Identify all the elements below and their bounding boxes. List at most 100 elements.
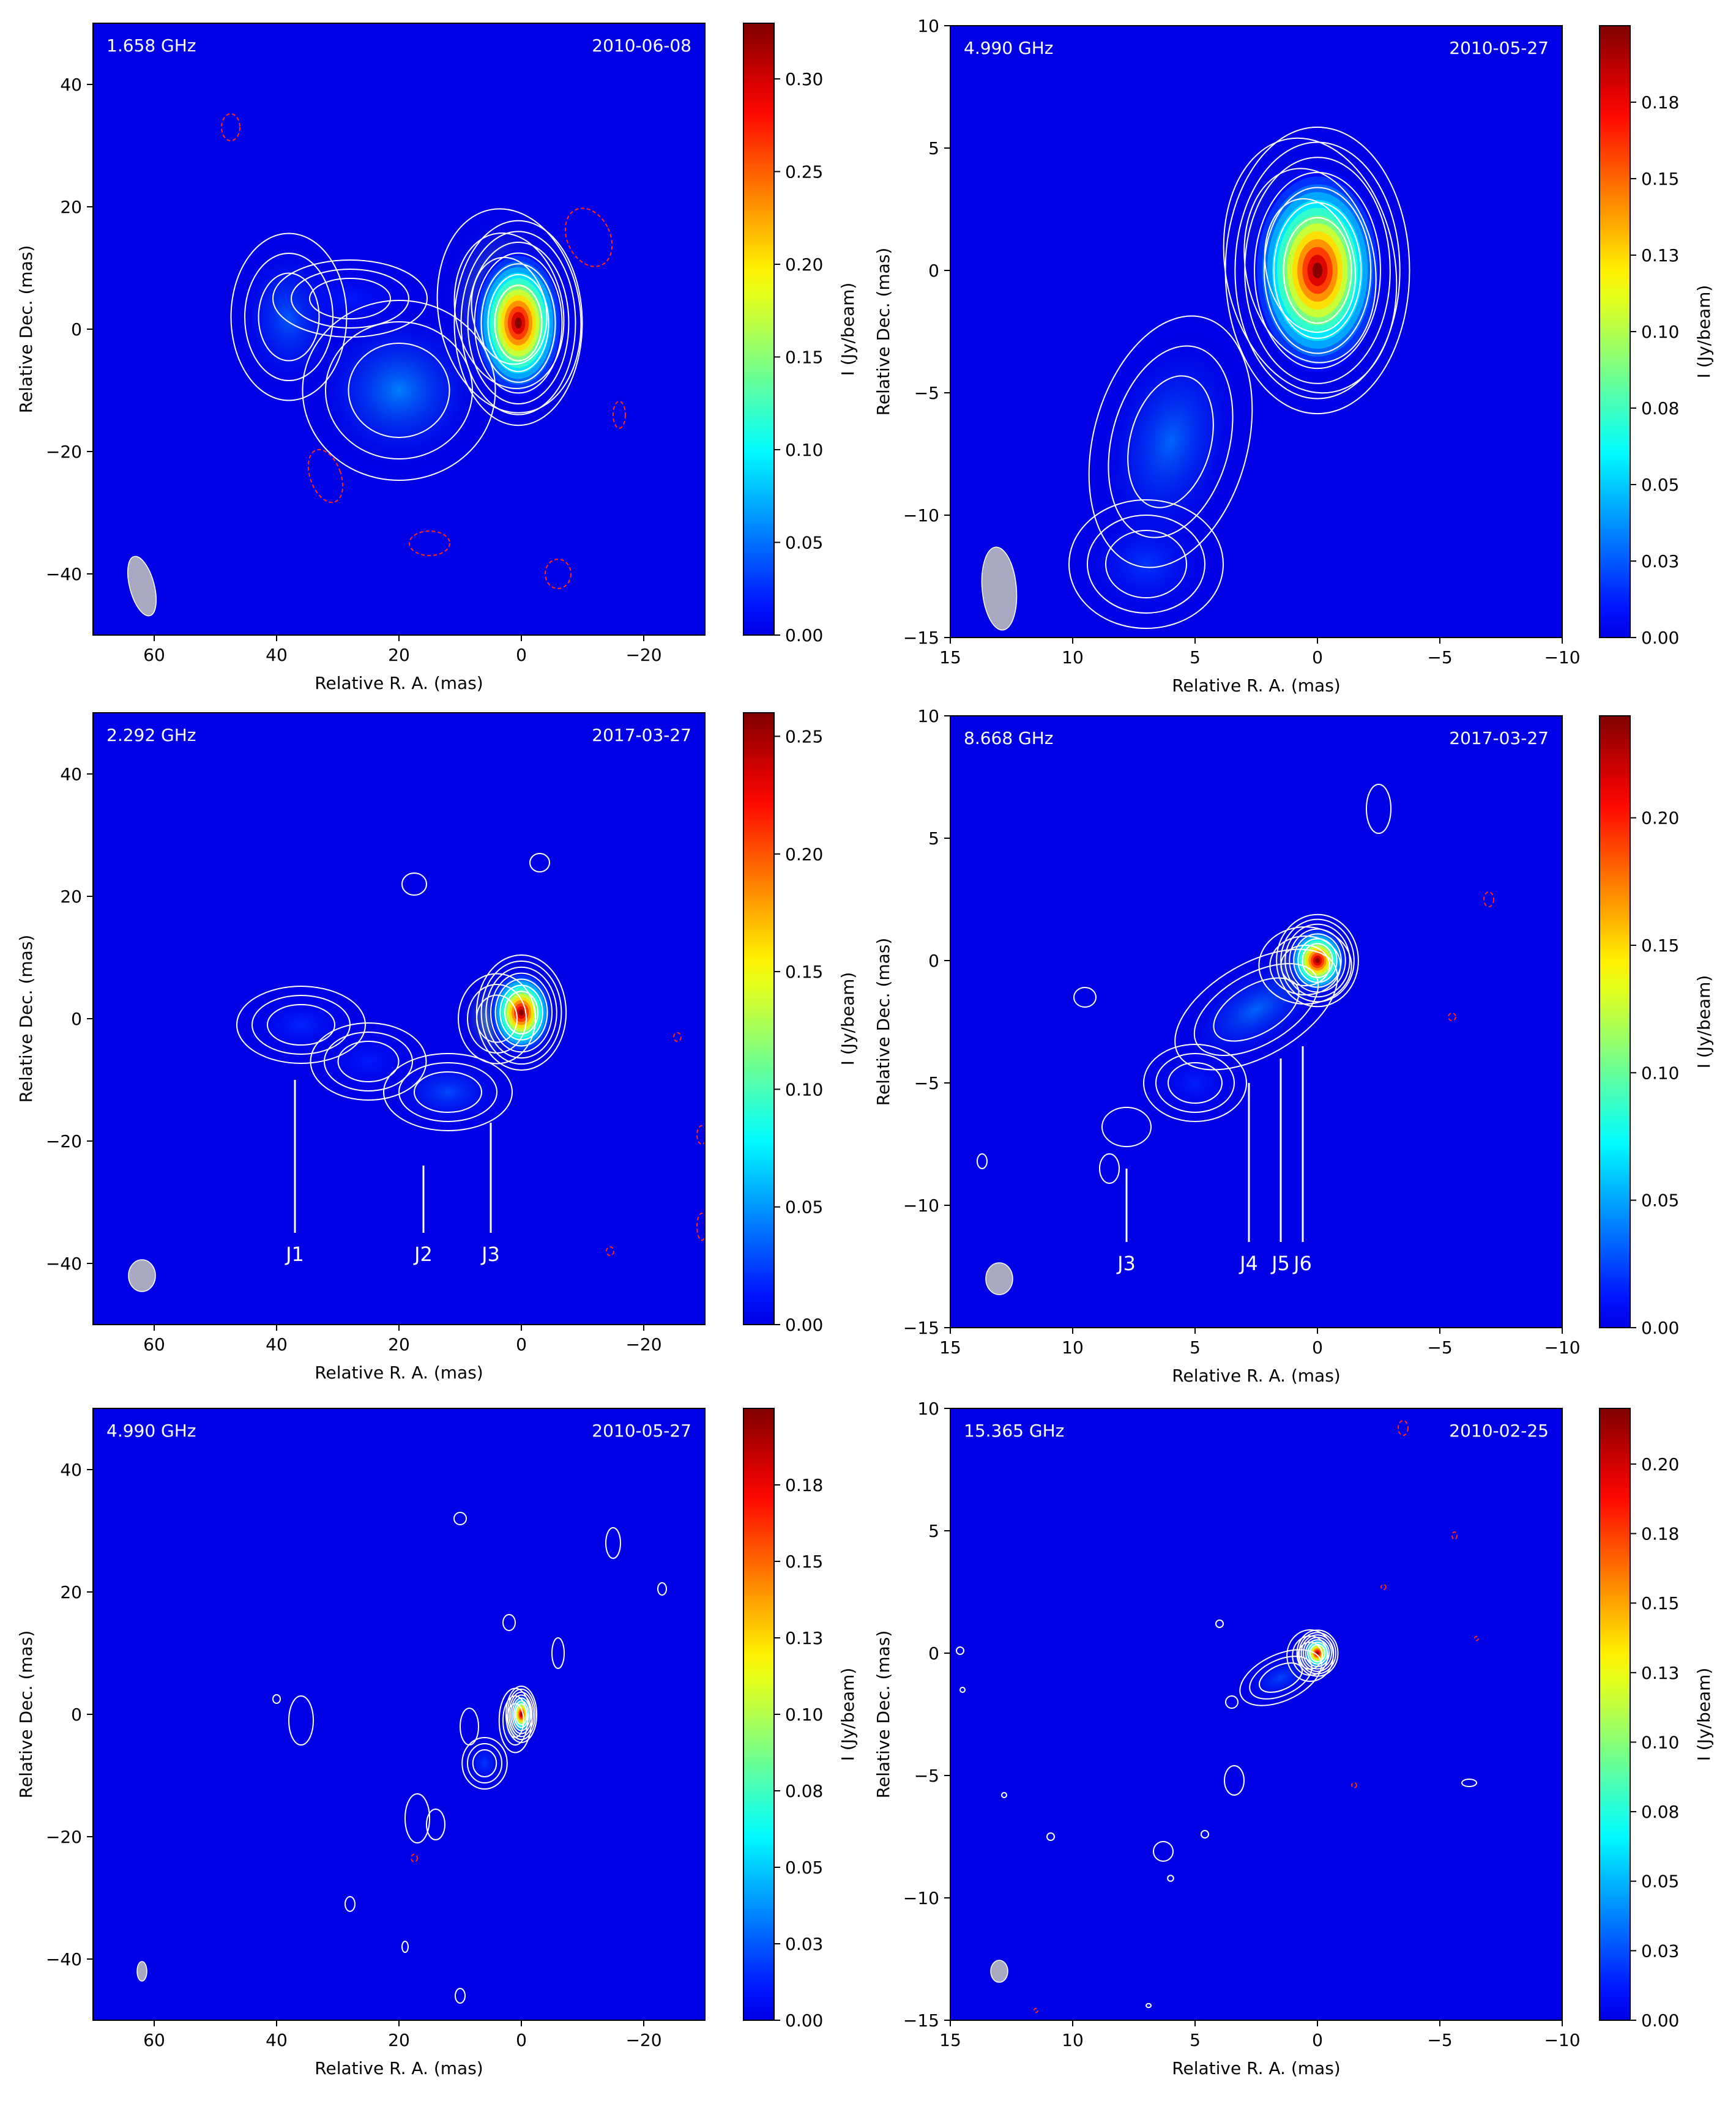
colorbar-tick-label: 0.20 <box>785 255 823 275</box>
jet-contour <box>498 1687 532 1753</box>
core-contour <box>1234 141 1401 400</box>
jet-contour <box>1239 1649 1322 1706</box>
y-tick-label: −10 <box>903 1196 939 1216</box>
colorbar-tick-label: 0.18 <box>1641 92 1679 113</box>
y-axis-label: Relative Dec. (mas) <box>873 248 893 416</box>
jet-contour <box>1286 1629 1334 1682</box>
component-label: J1 <box>285 1243 304 1266</box>
jet-contour <box>1258 926 1352 1005</box>
date-label: 2010-06-08 <box>592 35 691 56</box>
jet-contour <box>1168 1062 1223 1104</box>
core-contour <box>1254 171 1381 370</box>
component-label: J5 <box>1270 1252 1290 1275</box>
jet-contour <box>506 1703 524 1738</box>
y-tick-label: −40 <box>46 1254 82 1274</box>
beam-ellipse <box>128 1259 156 1292</box>
positive-contour <box>502 1614 516 1631</box>
colorbar <box>1599 25 1631 638</box>
core-emission <box>1312 262 1323 278</box>
jet-contour <box>310 1022 427 1101</box>
x-tick-label: 0 <box>1312 647 1323 667</box>
positive-contour <box>1224 1765 1245 1796</box>
core-contour <box>490 972 553 1053</box>
x-tick-label: −20 <box>625 1334 661 1355</box>
plot-background <box>93 1408 705 2020</box>
jet-contour <box>1088 315 1253 568</box>
y-tick-label: 0 <box>71 1705 82 1725</box>
colorbar-tick-label: 0.10 <box>785 1079 823 1099</box>
beam-ellipse <box>127 556 157 617</box>
positive-contour <box>1099 1153 1120 1184</box>
positive-contour <box>1225 1695 1239 1709</box>
x-tick-label: 0 <box>516 2030 527 2050</box>
negative-contour <box>1483 891 1494 907</box>
y-tick-label: −40 <box>46 564 82 584</box>
component-label: J4 <box>1239 1252 1258 1275</box>
core-contour <box>467 242 570 404</box>
colorbar-tick-label: 0.20 <box>785 844 823 865</box>
colorbar-tick-label: 0.00 <box>785 1315 823 1335</box>
core-contour <box>509 1691 534 1738</box>
colorbar-tick-label: 0.03 <box>1641 551 1679 571</box>
negative-contours <box>1448 891 1494 1021</box>
x-tick-label: −5 <box>1427 647 1452 667</box>
x-tick-label: −10 <box>1544 2030 1580 2050</box>
y-tick-label: −20 <box>46 1827 82 1847</box>
x-tick-label: 20 <box>388 1334 410 1355</box>
x-tick-label: 5 <box>1190 2030 1201 2050</box>
colorbar-tick-label: 0.15 <box>785 347 823 367</box>
frequency-label: 2.292 GHz <box>106 725 196 745</box>
x-tick-label: 20 <box>388 2030 410 2050</box>
negative-contour <box>1448 1013 1456 1021</box>
component-label: J2 <box>413 1243 433 1266</box>
intensity-contours <box>236 853 567 1131</box>
panel-3: J1 J2 J3 2.292 GHz 2017-03-27 60 40 20 0 −20 40 20 0… <box>16 712 858 1383</box>
colorbar-label: I (Jy/beam) <box>1694 285 1714 379</box>
y-tick-label: 10 <box>917 1399 939 1419</box>
colorbar <box>743 23 775 636</box>
plot-area <box>136 1512 667 2004</box>
negative-contour <box>221 113 240 141</box>
jet-contour <box>1108 345 1234 538</box>
core-emission <box>520 1712 523 1716</box>
colorbar-tick-label: 0.08 <box>1641 398 1679 418</box>
core-contour <box>1302 943 1333 978</box>
positive-contour <box>657 1582 667 1596</box>
x-axis-label: Relative R. A. (mas) <box>315 2058 483 2078</box>
core-contour <box>1276 913 1359 1008</box>
core-contour <box>480 263 556 383</box>
colorbar-tick-label: 0.30 <box>785 69 823 89</box>
panel-6: 15.365 GHz 2010-02-25 15 10 5 0 −5 −10 10 5 0 −5 −10… <box>873 1399 1714 2078</box>
component-label: J3 <box>1116 1252 1136 1275</box>
positive-contour <box>401 1941 409 1953</box>
plot-background <box>93 713 705 1325</box>
y-axis-label: Relative Dec. (mas) <box>873 1631 893 1799</box>
colorbar-tick-label: 0.20 <box>1641 808 1679 828</box>
emission-component <box>1146 1046 1244 1120</box>
y-tick-label: 0 <box>928 261 939 281</box>
colorbar-tick-label: 0.05 <box>785 1197 823 1218</box>
colorbar <box>1599 1408 1631 2021</box>
y-tick-label: 0 <box>928 951 939 971</box>
negative-contour <box>1351 1782 1357 1788</box>
core-emission <box>519 1009 524 1016</box>
core-contour <box>513 1700 529 1728</box>
core-contour <box>1283 217 1352 324</box>
beam-ellipse <box>136 1961 147 1982</box>
negative-contour <box>606 1246 614 1256</box>
beam-ellipse <box>985 1262 1013 1295</box>
jet-contour <box>467 984 527 1054</box>
negative-contour <box>409 530 450 556</box>
negative-contours <box>411 1854 418 1862</box>
core-contour <box>510 1694 533 1735</box>
negative-contour <box>1451 1531 1458 1540</box>
y-tick-label: −10 <box>903 505 939 526</box>
x-tick-label: 15 <box>939 2030 961 2050</box>
jet-contour <box>1193 963 1319 1056</box>
jet-contour <box>414 1071 482 1113</box>
jet-contour <box>476 994 518 1043</box>
y-tick-label: −15 <box>903 628 939 648</box>
core-contour <box>485 966 557 1059</box>
positive-contour <box>453 1512 467 1525</box>
jet-contour <box>236 986 366 1064</box>
